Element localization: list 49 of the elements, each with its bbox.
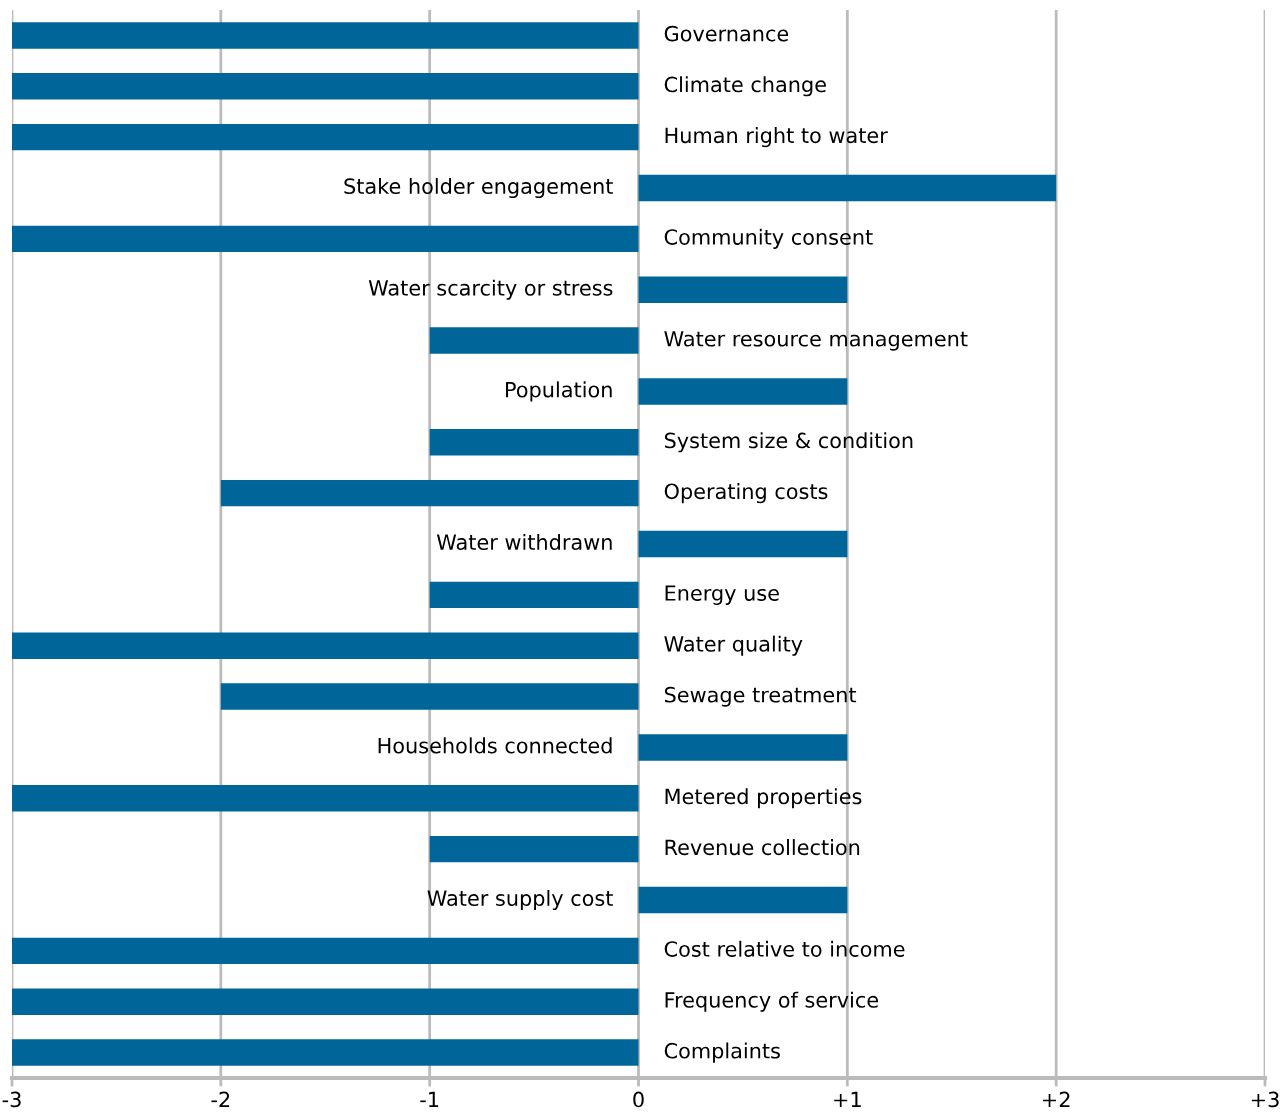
x-tick-label: +1 [834,1091,861,1108]
y-tick-label: Human right to water [665,127,888,148]
y-tick-label: Water supply cost [427,889,613,911]
x-tick-label: -3 [2,1091,21,1108]
y-tick-label: Households connected [378,737,612,754]
y-tick-label: Complaints [664,1042,780,1063]
y-tick-label: Energy use [665,585,779,605]
bar [12,1039,639,1066]
bar [429,581,639,609]
y-tick-label: Governance [664,25,789,42]
x-tick-label: -2 [211,1091,230,1108]
bar [429,835,639,863]
y-tick-label: System size & condition [664,432,913,453]
bar [429,327,639,354]
bar [220,683,639,710]
bar [429,429,639,456]
bar [638,734,848,761]
y-tick-label: Community consent [664,228,873,249]
y-tick-label: Revenue collection [665,839,860,856]
y-tick-label: Water withdrawn [436,533,612,551]
x-tick-label: 0 [633,1091,644,1108]
y-tick-label: Cost relative to income [664,940,905,957]
bar [638,174,1057,202]
y-tick-label: Metered properties [665,788,862,809]
bar [638,378,848,405]
y-tick-label: Operating costs [664,483,828,504]
x-tick-label: -1 [420,1091,439,1108]
y-tick-label: Population [506,381,612,402]
bar [12,988,639,1015]
y-tick-label: Water scarcity or stress [368,279,613,300]
y-tick-label: Climate change [664,76,826,97]
bar [12,225,639,253]
bar [12,73,639,100]
x-tick-label: +2 [1043,1091,1070,1108]
y-tick-label: Water resource management [664,331,968,351]
y-tick-label: Water quality [664,635,803,656]
bar [12,632,639,659]
bar [12,937,639,965]
bar [638,276,848,303]
y-tick-label: Stake holder engagement [344,177,613,199]
bar [638,530,848,558]
bar [12,785,639,812]
bar [220,479,639,507]
bar [12,22,639,49]
x-tick-label: +3 [1251,1091,1279,1108]
bar [12,123,639,151]
y-tick-label: Sewage treatment [664,686,857,707]
y-tick-label: Frequency of service [665,991,879,1012]
bar [638,886,848,914]
